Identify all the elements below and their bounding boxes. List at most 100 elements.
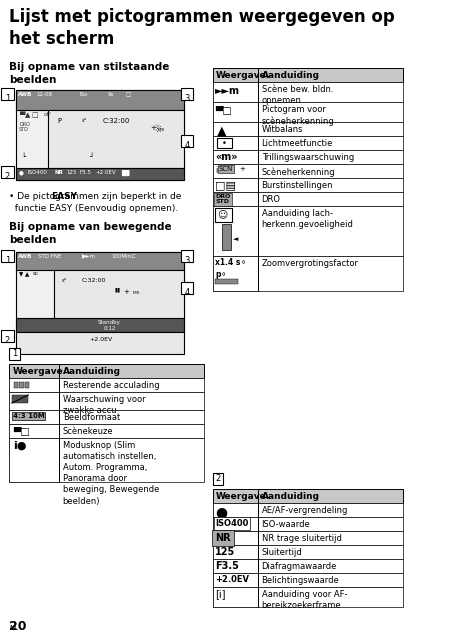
Text: 1: 1 bbox=[5, 256, 10, 265]
Text: 1: 1 bbox=[5, 94, 10, 103]
Bar bbox=[9, 348, 20, 360]
Text: p⚬: p⚬ bbox=[215, 270, 227, 279]
Text: □: □ bbox=[125, 92, 131, 97]
Bar bbox=[9, 378, 59, 392]
Bar bbox=[212, 122, 403, 136]
Bar bbox=[19, 382, 24, 388]
Text: EASY: EASY bbox=[51, 192, 77, 201]
Text: STD FNE: STD FNE bbox=[38, 254, 62, 259]
Text: 2: 2 bbox=[215, 474, 221, 483]
Text: ISO-waarde: ISO-waarde bbox=[262, 520, 311, 529]
Text: Scèneherkenning: Scèneherkenning bbox=[262, 167, 335, 177]
Text: Resterende acculading: Resterende acculading bbox=[63, 381, 159, 390]
Bar bbox=[181, 250, 193, 262]
Bar bbox=[1, 88, 14, 100]
Bar bbox=[212, 559, 258, 573]
Bar bbox=[1, 166, 14, 178]
Text: Belichtingswaarde: Belichtingswaarde bbox=[262, 576, 339, 585]
Bar bbox=[212, 82, 258, 102]
Text: ofᵇ: ofᵇ bbox=[44, 112, 51, 117]
Bar bbox=[215, 279, 238, 284]
Text: ▮▮: ▮▮ bbox=[114, 287, 120, 292]
Text: AWB: AWB bbox=[18, 92, 33, 97]
Text: ISO400: ISO400 bbox=[27, 170, 47, 175]
Bar bbox=[9, 410, 204, 424]
Bar bbox=[9, 392, 59, 410]
Bar bbox=[212, 545, 403, 559]
Bar bbox=[9, 364, 204, 378]
Text: 3: 3 bbox=[184, 94, 190, 103]
Text: 125: 125 bbox=[66, 170, 77, 175]
Text: NL: NL bbox=[9, 625, 18, 631]
Text: Modusknop (Slim
automatisch instellen,
Autom. Programma,
Panorama door
beweging,: Modusknop (Slim automatisch instellen, A… bbox=[63, 441, 159, 506]
Text: AE/AF-vergrendeling: AE/AF-vergrendeling bbox=[262, 506, 348, 515]
Text: Aanduiding voor AF-
bereikzoekerframe: Aanduiding voor AF- bereikzoekerframe bbox=[262, 590, 347, 610]
Text: ◄: ◄ bbox=[232, 236, 238, 242]
Text: Aanduiding: Aanduiding bbox=[262, 492, 320, 501]
Bar bbox=[212, 178, 403, 192]
Text: 3: 3 bbox=[184, 256, 190, 265]
Bar bbox=[212, 136, 403, 150]
Bar bbox=[181, 88, 193, 100]
Text: Beeldformaat: Beeldformaat bbox=[63, 413, 120, 422]
Text: C:32:00: C:32:00 bbox=[103, 118, 130, 124]
Text: FMI: FMI bbox=[157, 128, 164, 132]
Text: ▶►m: ▶►m bbox=[82, 254, 96, 259]
Bar bbox=[212, 164, 403, 178]
Bar bbox=[212, 503, 403, 517]
Text: Weergave: Weergave bbox=[216, 492, 267, 501]
Text: □: □ bbox=[32, 112, 39, 118]
Text: ▀□: ▀□ bbox=[14, 427, 30, 437]
Text: ▀□: ▀□ bbox=[215, 106, 232, 116]
Bar bbox=[212, 517, 403, 531]
Bar bbox=[9, 424, 59, 438]
Bar bbox=[212, 102, 403, 122]
Text: 100Min⊂: 100Min⊂ bbox=[112, 254, 137, 259]
Text: □▤: □▤ bbox=[215, 180, 236, 190]
Bar bbox=[212, 587, 403, 607]
Text: AWB: AWB bbox=[18, 254, 33, 259]
Text: 4: 4 bbox=[184, 288, 190, 297]
Bar bbox=[9, 378, 204, 392]
Text: Sluitertijd: Sluitertijd bbox=[262, 548, 302, 557]
Bar bbox=[9, 438, 204, 482]
Text: +2.0EV: +2.0EV bbox=[215, 575, 249, 584]
Text: F3.5: F3.5 bbox=[80, 170, 92, 175]
Bar bbox=[16, 252, 184, 332]
Text: εᵒ: εᵒ bbox=[82, 118, 87, 123]
Bar bbox=[48, 110, 184, 168]
Bar bbox=[12, 395, 28, 403]
Text: NR trage sluitertijd: NR trage sluitertijd bbox=[262, 534, 341, 543]
Bar bbox=[212, 150, 258, 164]
Bar bbox=[212, 82, 403, 102]
Text: Witbalans: Witbalans bbox=[262, 125, 303, 134]
Text: +2.0EV: +2.0EV bbox=[89, 337, 112, 342]
Bar bbox=[212, 573, 258, 587]
Text: 4: 4 bbox=[184, 141, 190, 150]
Bar bbox=[16, 318, 184, 332]
Text: Lichtmeetfunctie: Lichtmeetfunctie bbox=[262, 139, 333, 148]
Text: +░: +░ bbox=[151, 125, 162, 132]
Text: Standby: Standby bbox=[98, 320, 121, 325]
Bar bbox=[212, 192, 258, 206]
Text: Aanduiding: Aanduiding bbox=[262, 71, 320, 80]
Text: ►►m: ►►m bbox=[215, 86, 240, 96]
Text: 125: 125 bbox=[215, 547, 236, 557]
Text: ▼: ▼ bbox=[19, 272, 23, 277]
Text: +: + bbox=[123, 289, 129, 295]
Text: ┘: ┘ bbox=[89, 154, 93, 160]
Text: ISO400: ISO400 bbox=[215, 519, 249, 528]
Text: Pictogram voor
scèneherkenning: Pictogram voor scèneherkenning bbox=[262, 105, 334, 125]
Bar bbox=[212, 206, 258, 256]
Bar bbox=[212, 517, 258, 531]
Text: • De pictogrammen zijn beperkt in de
  functie EASY (Eenvoudig opnemen).: • De pictogrammen zijn beperkt in de fun… bbox=[9, 192, 182, 213]
Bar bbox=[212, 531, 403, 545]
Bar bbox=[16, 332, 184, 354]
Text: ▲: ▲ bbox=[217, 124, 227, 137]
Text: 2: 2 bbox=[5, 172, 10, 181]
Bar bbox=[212, 545, 258, 559]
Text: ☺: ☺ bbox=[217, 209, 227, 219]
Text: F3.5: F3.5 bbox=[215, 561, 239, 571]
Text: Zoomvergrotingsfactor: Zoomvergrotingsfactor bbox=[262, 259, 359, 268]
Text: Trillingswaarschuwing: Trillingswaarschuwing bbox=[262, 153, 354, 162]
